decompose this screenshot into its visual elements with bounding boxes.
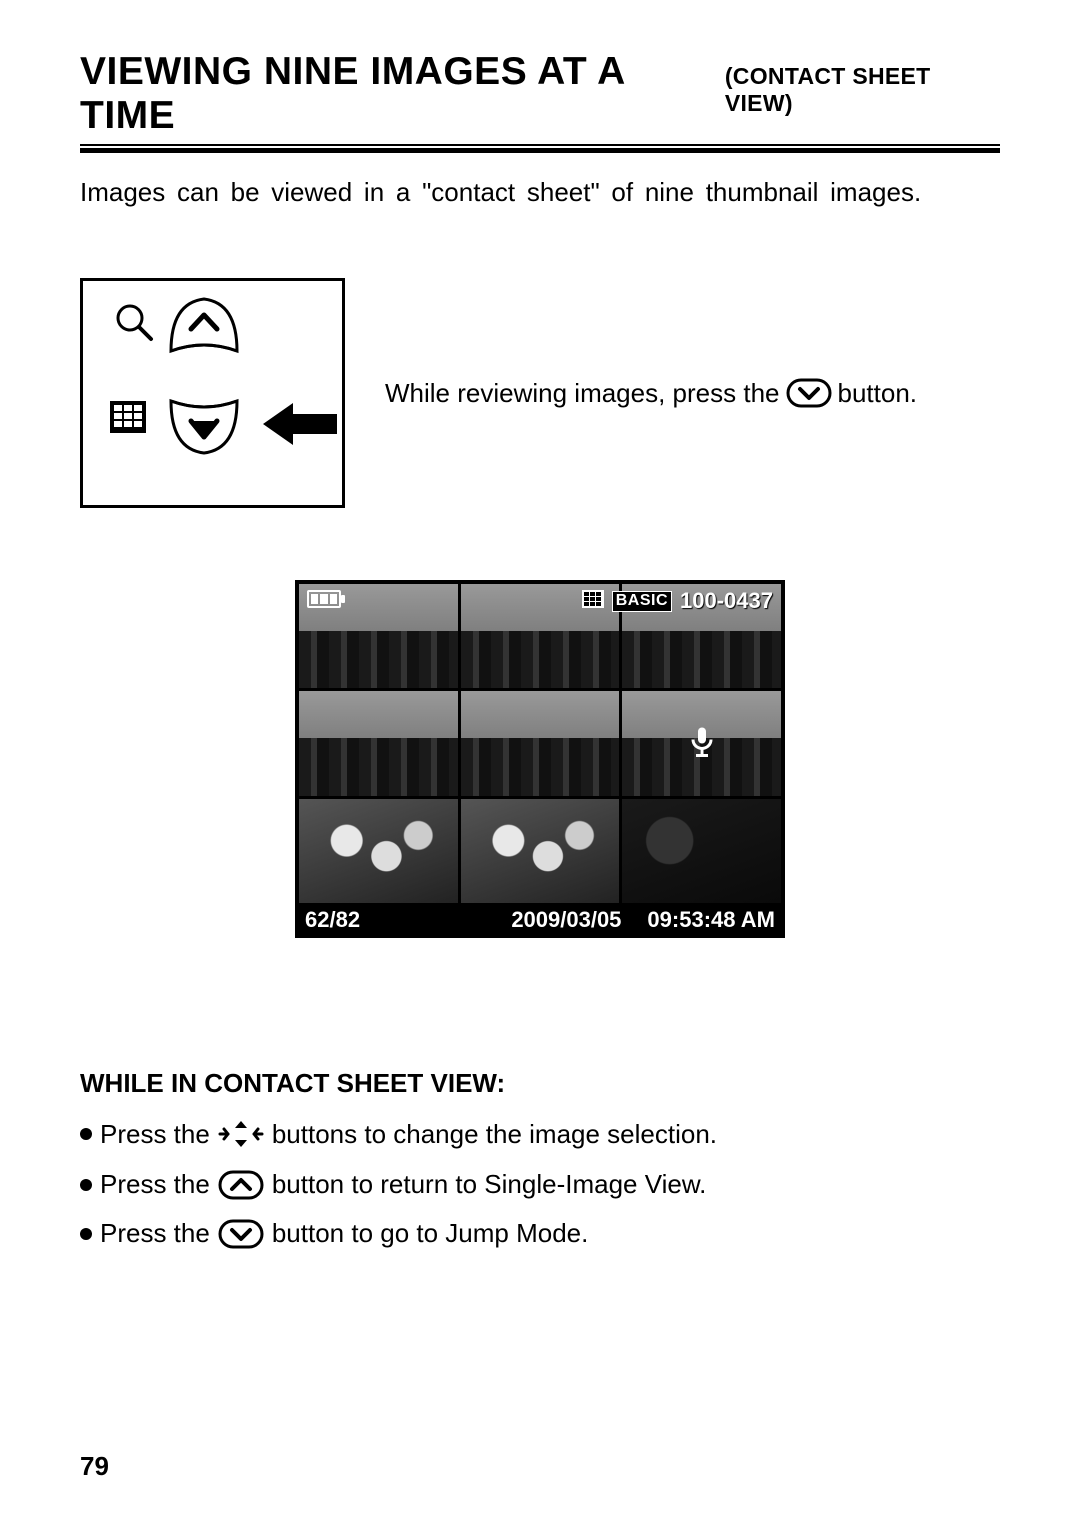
quality-label: BASIC [612, 591, 672, 612]
left-arrow-icon [261, 399, 339, 449]
bullet-dot-icon [80, 1228, 92, 1240]
grid-icon [108, 399, 148, 435]
thumbnail [299, 799, 458, 903]
thumbnail [622, 799, 781, 903]
page-heading: VIEWING NINE IMAGES AT A TIME (CONTACT S… [80, 50, 1000, 153]
up-button-icon [165, 293, 243, 361]
intro-text: Images can be viewed in a "contact sheet… [80, 175, 1000, 210]
bullet-text: button to go to Jump Mode. [272, 1218, 589, 1249]
lcd-status-bar: 62/82 2009/03/05 09:53:48 AM [299, 906, 781, 934]
grid-indicator-icon [582, 588, 604, 614]
up-oval-icon [218, 1170, 264, 1200]
bullet-text: Press the [100, 1169, 210, 1200]
down-oval-icon [218, 1219, 264, 1249]
bullet-item: Press the buttons to change the image se… [80, 1117, 1000, 1151]
bullet-dot-icon [80, 1179, 92, 1191]
bullet-text: button to return to Single-Image View. [272, 1169, 707, 1200]
four-way-icon [218, 1117, 264, 1151]
image-date: 2009/03/05 [511, 907, 621, 933]
lcd-screenshot: BASIC 100-0437 62/82 2009/03/05 09:53:48… [295, 580, 785, 938]
down-button-icon [165, 391, 243, 459]
bullet-text: buttons to change the image selection. [272, 1119, 717, 1150]
bullet-item: Press the button to return to Single-Ima… [80, 1169, 1000, 1200]
step-before: While reviewing images, press the [385, 378, 780, 409]
battery-icon [307, 590, 341, 608]
step-instruction: While reviewing images, press the button… [385, 378, 917, 409]
image-count: 62/82 [305, 907, 360, 933]
bullet-text: Press the [100, 1119, 210, 1150]
step-after: button. [838, 378, 918, 409]
bullet-dot-icon [80, 1128, 92, 1140]
title-sub: (CONTACT SHEET VIEW) [725, 63, 1000, 117]
page-number: 79 [80, 1451, 109, 1482]
title-main: VIEWING NINE IMAGES AT A TIME [80, 50, 719, 138]
step-row: While reviewing images, press the button… [80, 278, 1000, 508]
thumbnail-selected [622, 691, 781, 795]
camera-button-diagram [80, 278, 345, 508]
section-heading: WHILE IN CONTACT SHEET VIEW: [80, 1068, 1000, 1099]
thumbnail [461, 799, 620, 903]
image-time: 09:53:48 AM [647, 907, 775, 933]
thumbnail [299, 691, 458, 795]
down-oval-icon [786, 378, 832, 408]
file-number: 100-0437 [680, 588, 773, 614]
bullet-item: Press the button to go to Jump Mode. [80, 1218, 1000, 1249]
overlay-info: BASIC 100-0437 [582, 588, 773, 614]
microphone-icon [689, 725, 715, 762]
thumbnail [461, 691, 620, 795]
bullet-text: Press the [100, 1218, 210, 1249]
magnify-icon [113, 301, 155, 343]
